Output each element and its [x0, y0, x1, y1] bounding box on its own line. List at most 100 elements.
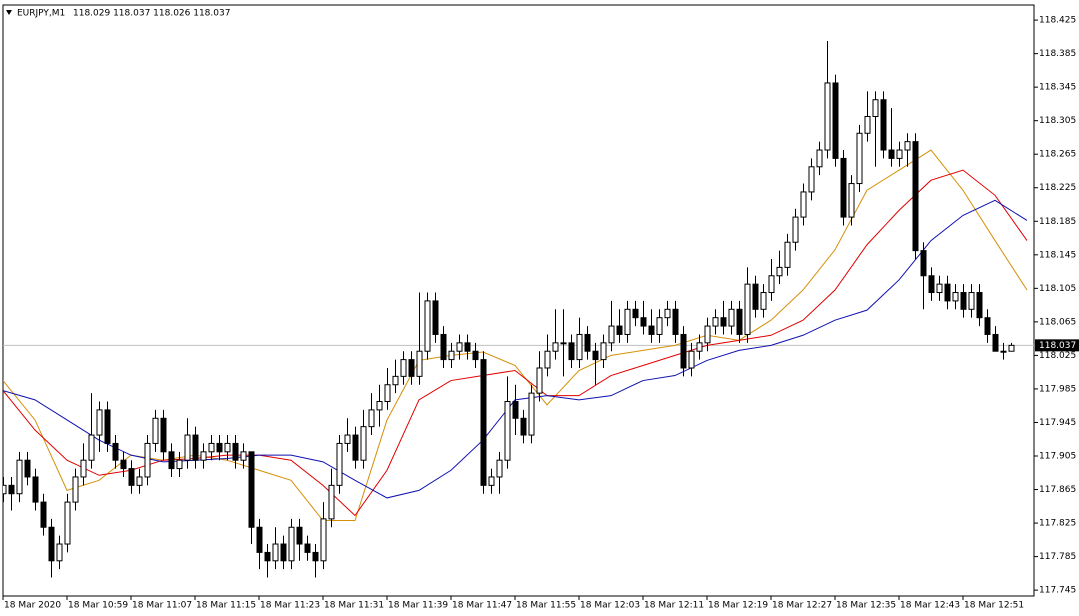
candle-body — [616, 325, 623, 335]
candle-body — [816, 149, 823, 168]
candle-body — [272, 543, 279, 562]
candle-body — [288, 526, 295, 562]
candle-body — [904, 141, 911, 151]
candle-body — [1000, 350, 1007, 353]
candle-body — [120, 459, 127, 470]
candle-body — [536, 367, 543, 394]
candle-body — [512, 401, 519, 419]
candle-body — [952, 292, 959, 302]
candle-body — [840, 157, 847, 218]
menu-arrow[interactable] — [6, 10, 12, 15]
candle-body — [928, 275, 935, 294]
candle-body — [648, 325, 655, 335]
candle-body — [960, 292, 967, 310]
candle-body — [624, 308, 631, 335]
candle-body — [720, 317, 727, 327]
candle-body — [560, 342, 567, 345]
candle-body — [224, 442, 231, 453]
candle-body — [656, 317, 663, 335]
candle-body — [136, 476, 143, 486]
candle-body — [944, 283, 951, 302]
candle-body — [864, 115, 871, 134]
candle-body — [976, 292, 983, 319]
candle-body — [856, 132, 863, 185]
y-tick-label: 118.425 — [1039, 16, 1076, 26]
candle-body — [544, 350, 551, 369]
y-tick-label: 118.385 — [1039, 49, 1076, 59]
candle-body — [576, 333, 583, 361]
candle-body — [968, 292, 975, 310]
x-tick-label: 18 Mar 12:51 — [964, 601, 1024, 611]
candle-body — [88, 434, 95, 461]
x-tick-label: 18 Mar 11:47 — [452, 601, 512, 611]
plot-area — [3, 41, 1034, 578]
candle-body — [664, 308, 671, 319]
candle-body — [128, 468, 135, 486]
candle-body — [64, 501, 71, 545]
candle-body — [984, 317, 991, 335]
y-tick-label: 117.745 — [1039, 586, 1076, 596]
plot-frame — [2, 4, 1035, 597]
x-tick-label: 18 Mar 11:55 — [516, 601, 576, 611]
candle-body — [504, 401, 511, 461]
candle-body — [216, 442, 223, 453]
candle-body — [600, 342, 607, 361]
candle-body — [400, 359, 407, 377]
candle-body — [112, 442, 119, 461]
y-tick-label: 118.105 — [1039, 284, 1076, 294]
candle-body — [776, 266, 783, 277]
candle-body — [608, 325, 615, 344]
candle-body — [80, 459, 87, 478]
candle-body — [408, 359, 415, 377]
y-tick-label: 118.025 — [1039, 351, 1076, 361]
last-price-label: 118.037 — [1039, 341, 1076, 351]
candle-body — [632, 308, 639, 319]
candle-body — [336, 442, 343, 486]
y-tick-label: 118.065 — [1039, 317, 1076, 327]
candle-body — [488, 476, 495, 486]
candle-body — [320, 518, 327, 562]
candle-body — [496, 459, 503, 478]
candle-body — [640, 317, 647, 327]
candle-body — [888, 149, 895, 159]
candle-body — [208, 442, 215, 453]
candle-body — [736, 308, 743, 335]
candle-body — [992, 333, 999, 352]
candle-body — [296, 526, 303, 545]
candle-body — [880, 99, 887, 151]
candle-body — [416, 350, 423, 377]
candle-body — [768, 275, 775, 294]
x-tick-label: 18 Mar 12:27 — [772, 601, 832, 611]
candle-body — [920, 250, 927, 277]
candle-body — [1008, 344, 1015, 352]
candle-body — [696, 342, 703, 352]
candle-body — [568, 342, 575, 361]
candle-body — [56, 543, 63, 562]
candle-body — [832, 82, 839, 159]
candle-body — [200, 451, 207, 461]
candle-body — [344, 434, 351, 444]
candle-body — [704, 325, 711, 344]
candle-body — [520, 417, 527, 436]
x-tick-label: 18 Mar 12:19 — [708, 601, 768, 611]
candle-body — [728, 308, 735, 327]
y-tick-label: 117.905 — [1039, 452, 1076, 462]
x-tick-label: 18 Mar 11:15 — [196, 601, 256, 611]
candle-body — [240, 451, 247, 461]
candle-body — [40, 501, 47, 528]
candle-body — [248, 451, 255, 528]
candle-body — [552, 342, 559, 352]
candle-body — [360, 426, 367, 461]
candle-body — [824, 82, 831, 151]
candle-body — [456, 342, 463, 352]
x-tick-label: 18 Mar 11:07 — [132, 601, 192, 611]
y-tick-label: 118.345 — [1039, 83, 1076, 93]
candle-body — [760, 292, 767, 310]
symbol: EURJPY,M1 — [17, 9, 65, 19]
candle-body — [688, 350, 695, 369]
candle-body — [192, 434, 199, 461]
candle-body — [96, 409, 103, 436]
y-tick-label: 118.225 — [1039, 183, 1076, 193]
candle-body — [392, 375, 399, 386]
